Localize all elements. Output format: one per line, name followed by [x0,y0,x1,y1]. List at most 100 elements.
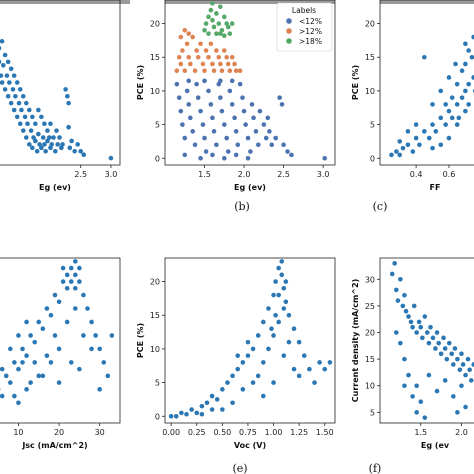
data-point [463,404,468,410]
data-point [0,38,5,44]
data-point [455,356,460,362]
data-point [28,380,33,385]
data-point-series-1 [184,41,190,47]
data-point [33,121,38,127]
x-tick-label: 3.0 [105,170,118,179]
data-point [240,387,246,392]
data-point [10,87,16,92]
data-point-series-2 [208,7,214,13]
data-point [438,142,444,148]
data-point-series-0 [245,135,251,141]
data-point-series-0 [225,149,231,154]
data-point [454,81,460,87]
chart-c: 0.4 0.6 0 5 10 15 20 FF PCE (%) (c) [351,0,474,213]
data-point [408,319,414,325]
data-point-series-0 [198,155,203,161]
data-point [75,142,80,147]
data-point-series-1 [182,28,188,33]
points-layer [389,261,474,420]
points-layer [168,259,333,419]
data-point [36,373,42,379]
data-point [405,142,411,148]
data-point [0,393,5,399]
data-point [0,80,5,85]
data-point [417,142,422,148]
data-point [220,387,225,392]
data-point-series-0 [195,95,201,100]
data-point [301,353,307,358]
data-point [36,319,42,325]
data-point [89,319,94,325]
data-point [400,303,406,309]
data-point [16,366,21,372]
data-point [199,403,205,409]
data-point [101,360,107,365]
y-axis-label: PCE (%) [136,65,145,100]
data-point-series-2 [203,21,209,26]
data-point [438,115,444,121]
data-point [40,326,46,332]
data-point [16,333,21,338]
data-point-series-1 [186,31,192,36]
data-point [28,128,34,133]
data-point [24,319,29,325]
data-point [455,410,460,415]
data-point [20,128,26,133]
data-point [312,380,317,385]
data-point-series-0 [257,108,263,114]
data-point [60,265,66,271]
data-point-series-0 [188,115,193,121]
data-point [204,400,210,406]
data-point-series-1 [224,54,229,60]
data-point [430,335,436,341]
data-point [56,346,62,352]
x-axis-label: Eg (ev) [39,183,71,192]
data-point [266,306,271,311]
data-point [261,360,266,365]
x-tick-label: 0.4 [410,170,423,179]
data-point-series-2 [225,24,231,30]
data-point-series-2 [216,21,222,26]
data-point [273,279,278,284]
data-point [14,80,20,85]
data-point-series-2 [210,1,215,6]
data-point [108,155,114,161]
data-point [209,407,215,412]
data-point [406,372,411,378]
chart-e: 0.00 0.25 0.50 0.75 1.00 1.25 1.50 0 5 10 15 20 Voc … [136,257,336,474]
data-point-series-0 [176,95,182,100]
data-point [68,279,74,284]
data-point [89,346,94,352]
points-layer [389,34,474,158]
data-point [32,339,37,345]
data-point-series-1 [178,61,184,67]
x-tick-label: 2.0 [455,428,468,437]
data-point [24,387,29,392]
data-point [442,346,448,351]
x-tick-label: 10 [13,428,23,437]
data-point [56,380,62,385]
data-point [413,122,419,127]
data-point [11,107,17,113]
x-tick-label: 2.0 [238,170,251,179]
data-point [220,407,225,412]
data-point [400,145,406,151]
data-point [25,121,30,127]
data-point [105,373,111,379]
data-point-series-0 [235,142,241,148]
data-point [2,52,8,58]
data-point-series-0 [229,102,235,107]
data-point-series-2 [214,31,219,36]
data-point [245,339,251,345]
data-point-series-0 [184,88,190,94]
data-point [49,142,54,147]
data-point [424,330,430,335]
data-point [449,351,455,357]
x-tick-label: 30 [95,428,105,437]
data-point-series-2 [202,28,207,33]
data-point [28,333,33,338]
data-point-series-2 [222,14,227,20]
chart-a: 2.5 3.0 Eg (ev) [0,0,130,192]
data-point-series-0 [214,142,219,148]
data-point [276,319,281,325]
